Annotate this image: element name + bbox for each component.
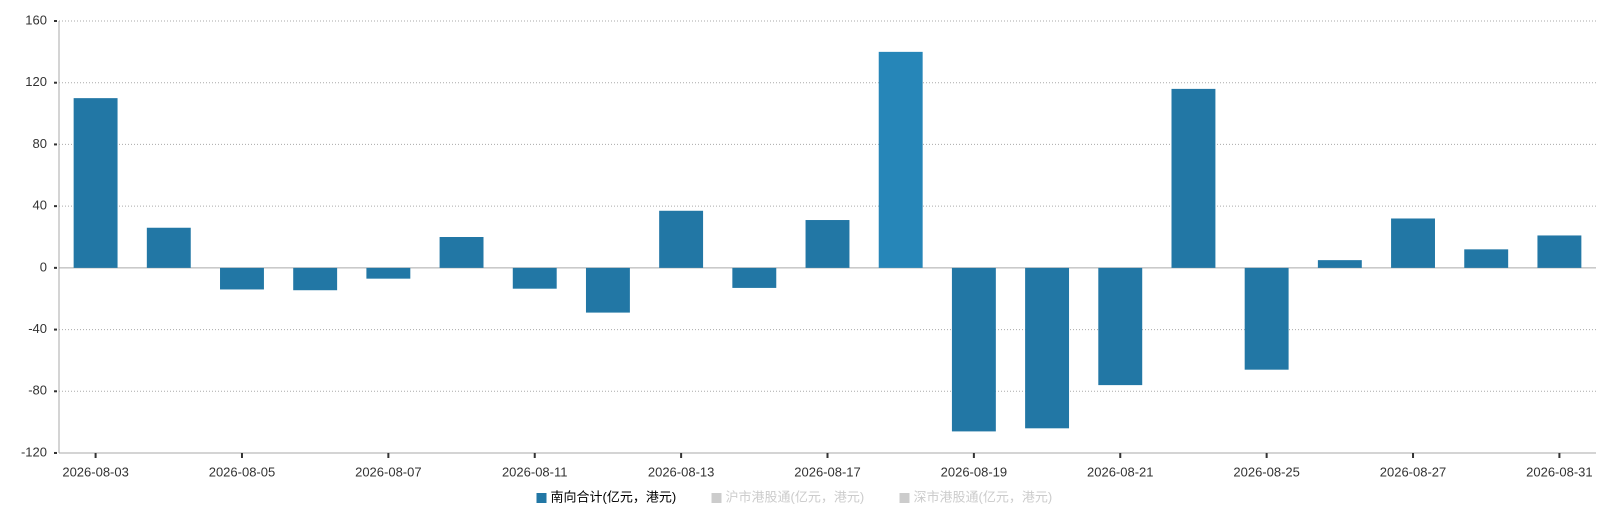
bar[interactable] <box>585 267 630 313</box>
bar[interactable] <box>1537 235 1582 268</box>
legend-swatch[interactable] <box>899 493 910 503</box>
bar[interactable] <box>805 220 850 268</box>
x-tick-label: 2026-08-11 <box>502 464 568 479</box>
bar[interactable] <box>73 98 118 268</box>
y-tick-label: 160 <box>25 12 47 27</box>
x-tick-label: 2026-08-05 <box>209 464 276 479</box>
x-tick-label: 2026-08-31 <box>1526 464 1593 479</box>
x-tick-label: 2026-08-25 <box>1233 464 1300 479</box>
legend-label[interactable]: 沪市港股通(亿元，港元) <box>726 489 865 504</box>
bar[interactable] <box>439 237 484 268</box>
x-tick-label: 2026-08-17 <box>794 464 861 479</box>
legend-swatch[interactable] <box>536 493 547 503</box>
bar[interactable] <box>1317 260 1362 268</box>
y-tick-label: -80 <box>28 383 47 398</box>
bar[interactable] <box>1244 267 1289 370</box>
x-tick-label: 2026-08-27 <box>1380 464 1447 479</box>
bar[interactable] <box>951 267 996 432</box>
y-tick-label: 80 <box>33 136 47 151</box>
bar[interactable] <box>293 267 338 291</box>
bar[interactable] <box>878 51 923 268</box>
bar[interactable] <box>1098 267 1143 386</box>
legend-label[interactable]: 深市港股通(亿元，港元) <box>914 489 1053 504</box>
x-tick-label: 2026-08-21 <box>1087 464 1154 479</box>
bar[interactable] <box>1025 267 1070 429</box>
bar[interactable] <box>1391 218 1435 268</box>
x-tick-label: 2026-08-19 <box>941 464 1008 479</box>
y-tick-label: -120 <box>21 444 47 459</box>
bar[interactable] <box>146 227 191 268</box>
bar[interactable] <box>220 267 264 290</box>
y-tick-label: 120 <box>25 74 47 89</box>
bar[interactable] <box>1464 249 1509 268</box>
bar[interactable] <box>512 267 557 289</box>
x-tick-label: 2026-08-13 <box>648 464 715 479</box>
bar[interactable] <box>366 267 411 279</box>
y-tick-label: -40 <box>28 321 47 336</box>
x-tick-label: 2026-08-03 <box>62 464 129 479</box>
legend-swatch[interactable] <box>711 493 722 503</box>
y-tick-label: 0 <box>40 259 47 274</box>
bar[interactable] <box>659 210 704 268</box>
y-tick-label: 40 <box>33 198 47 213</box>
legend-label[interactable]: 南向合计(亿元，港元) <box>551 489 677 504</box>
bar[interactable] <box>1171 88 1216 268</box>
x-tick-label: 2026-08-07 <box>355 464 422 479</box>
bar[interactable] <box>732 267 777 288</box>
